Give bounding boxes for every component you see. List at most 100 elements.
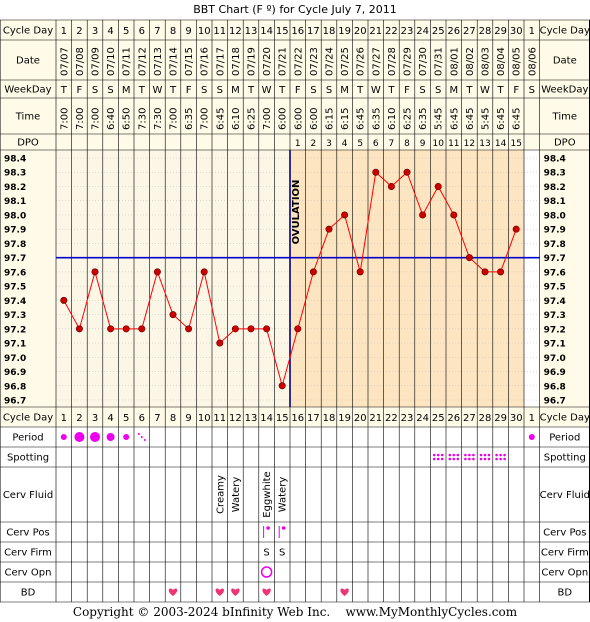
spotting-dot	[472, 453, 475, 457]
spotting-dot	[487, 457, 491, 461]
weekday-label: S	[435, 85, 441, 96]
y-tick-left: 97.5	[4, 283, 26, 293]
cycle-day-label: 27	[463, 26, 476, 37]
spotting-dot	[483, 457, 487, 461]
temperature-point	[450, 211, 458, 219]
row-label-left: Cerv Fluid	[3, 490, 53, 501]
y-tick-right: 98.1	[544, 197, 566, 207]
cycle-day-label-bottom: 18	[323, 413, 336, 424]
cycle-day-label-bottom: 17	[307, 413, 320, 424]
date-label: 08/05	[512, 47, 523, 76]
date-label: 07/28	[387, 47, 398, 76]
cycle-day-label-bottom: 4	[107, 413, 113, 424]
cycle-day-label: 4	[107, 26, 113, 37]
header-row-bg	[0, 98, 590, 134]
spotting-dot	[432, 457, 436, 461]
temperature-point	[247, 325, 255, 333]
time-label: 6:15	[325, 108, 336, 130]
chart-labels: 98.4 98.4 98.3 98.3 98.2 98.2 98.1 98.1 98.0 98.0…	[3, 26, 590, 599]
weekday-label: S	[326, 85, 332, 96]
temperature-point	[231, 325, 239, 333]
spotting-dot	[483, 453, 487, 457]
date-label: 08/02	[465, 47, 476, 76]
row-label-right: Spotting	[544, 453, 586, 464]
cycle-day-label: 26	[447, 26, 460, 37]
y-tick-right: 97.5	[544, 283, 566, 293]
cycle-day-label: 17	[307, 26, 320, 37]
cycle-day-label-bottom: 30	[510, 413, 523, 424]
date-label: 08/04	[496, 47, 507, 76]
weekday-label: W	[152, 85, 162, 96]
cerv-firm-label: S	[279, 548, 285, 559]
y-tick-right: 97.2	[544, 325, 566, 335]
row-label-right: BD	[558, 588, 573, 599]
y-tick-right: 98.3	[544, 169, 566, 179]
temperature-point	[200, 268, 208, 276]
cycle-day-label-bottom: 14	[260, 413, 273, 424]
dpo-label: 8	[404, 139, 410, 149]
temperature-point	[403, 168, 411, 176]
y-tick-right: 97.3	[544, 311, 566, 321]
temperature-point	[419, 211, 427, 219]
time-label: 6:40	[106, 108, 117, 130]
cycle-day-label: 13	[245, 26, 258, 37]
cycle-day-label-bottom: 6	[139, 413, 145, 424]
cycle-day-label-bottom: 5	[123, 413, 129, 424]
cycle-day-label-bottom: 3	[92, 413, 98, 424]
y-tick-left: 98.3	[4, 169, 26, 179]
row-label-right: WeekDay	[541, 85, 588, 96]
cycle-day-label: 28	[479, 26, 492, 37]
temperature-point	[153, 268, 161, 276]
date-label: 07/29	[403, 47, 414, 76]
dpo-label: 11	[448, 139, 459, 149]
y-tick-left: 97.4	[4, 297, 26, 307]
time-label: 6:00	[278, 108, 289, 130]
header-row-bg	[0, 20, 590, 40]
weekday-label: M	[231, 85, 240, 96]
period-dot	[90, 432, 100, 442]
date-label: 07/07	[59, 47, 70, 76]
dpo-label: 4	[342, 139, 348, 149]
cycle-day-label: 1	[61, 26, 67, 37]
cycle-day-label: 14	[260, 26, 273, 37]
weekday-label: M	[122, 85, 131, 96]
spotting-dot	[436, 453, 440, 457]
row-label-right: DPO	[554, 138, 576, 149]
temperature-point	[75, 325, 83, 333]
spotting-dot	[487, 453, 491, 457]
chart-background	[0, 20, 590, 602]
cycle-day-label-bottom: 22	[385, 413, 398, 424]
cycle-day-label-bottom: 9	[185, 413, 191, 424]
period-dot	[74, 432, 85, 442]
y-tick-left: 97.6	[4, 268, 26, 278]
cerv-fluid-label: Watery	[231, 477, 242, 513]
date-label: 07/19	[247, 47, 258, 76]
spotting-dot	[472, 457, 475, 461]
temperature-point	[185, 325, 193, 333]
date-label: 07/09	[91, 47, 102, 76]
temperature-point	[341, 211, 349, 219]
y-tick-left: 96.8	[4, 382, 26, 392]
time-label: 6:45	[512, 108, 523, 130]
y-tick-left: 97.2	[4, 325, 26, 335]
cycle-day-label-bottom: 11	[213, 413, 226, 424]
y-tick-right: 97.8	[544, 240, 566, 250]
cycle-day-label: 15	[276, 26, 289, 37]
spotting-dot	[432, 453, 436, 457]
time-label: 6:45	[356, 108, 367, 130]
period-dot	[60, 434, 67, 440]
cycle-day-label-bottom: 24	[416, 413, 429, 424]
weekday-label: S	[529, 85, 535, 96]
weekday-label: S	[419, 85, 425, 96]
cycle-day-label-bottom: 23	[401, 413, 414, 424]
cycle-day-label: 3	[92, 26, 98, 37]
cycle-day-label-bottom: 20	[354, 413, 367, 424]
cycle-day-label: 16	[291, 26, 304, 37]
cycle-day-label-bottom: 1	[61, 413, 67, 424]
weekday-label: T	[465, 85, 473, 96]
weekday-label: F	[404, 85, 410, 96]
weekday-label: T	[278, 85, 286, 96]
temperature-point	[216, 339, 224, 347]
row-label-left: WeekDay	[4, 85, 51, 96]
time-label: 6:15	[340, 108, 351, 130]
